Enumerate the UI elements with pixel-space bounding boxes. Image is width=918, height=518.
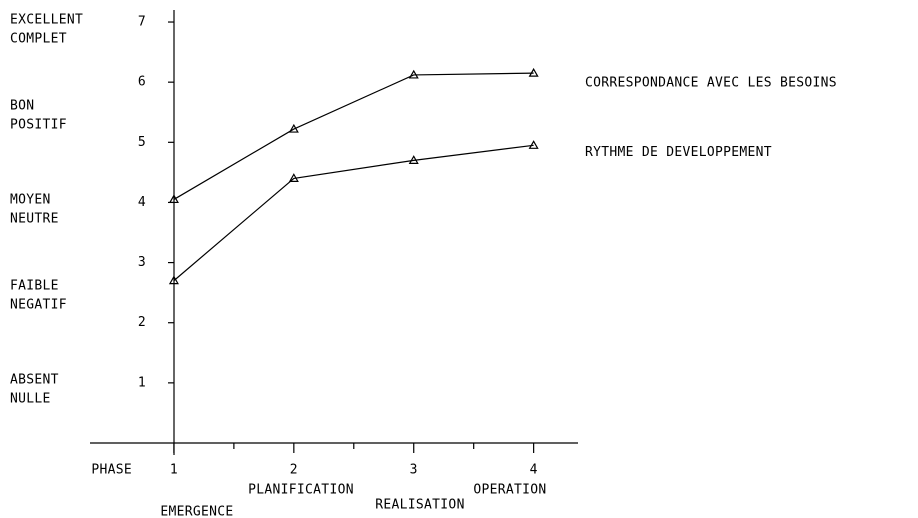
level-label: POSITIF <box>10 118 67 133</box>
marker <box>528 67 539 77</box>
level-label: NEGATIF <box>10 298 67 313</box>
level-label: NEUTRE <box>10 212 59 227</box>
marker <box>528 140 539 149</box>
x-tick-label: 4 <box>530 463 538 478</box>
y-tick-label: 6 <box>138 75 146 90</box>
marker <box>288 123 299 133</box>
marker <box>168 275 179 285</box>
y-tick-label: 5 <box>138 135 146 150</box>
x-tick-label: 2 <box>290 463 298 478</box>
x-tick-label: 3 <box>410 463 418 478</box>
series-line <box>173 72 534 200</box>
y-tick-label: 2 <box>138 315 146 330</box>
level-label: MOYEN <box>10 193 51 208</box>
marker <box>408 69 419 79</box>
phase-name: REALISATION <box>375 498 464 513</box>
level-label: BON <box>10 99 34 114</box>
y-tick-label: 3 <box>138 255 146 270</box>
level-label: FAIBLE <box>10 279 59 294</box>
level-label: COMPLET <box>10 32 67 47</box>
marker <box>408 155 419 164</box>
level-label: ABSENT <box>10 373 59 388</box>
series-line <box>173 144 534 282</box>
phase-name: OPERATION <box>473 483 546 498</box>
level-label: EXCELLENT <box>10 13 83 28</box>
series-label: CORRESPONDANCE AVEC LES BESOINS <box>585 76 837 91</box>
phase-name: EMERGENCE <box>160 505 233 518</box>
series-label: RYTHME DE DEVELOPPEMENT <box>585 145 772 160</box>
x-axis-label: PHASE <box>91 463 132 478</box>
x-tick-label: 1 <box>170 463 178 478</box>
y-tick-label: 7 <box>138 15 146 30</box>
marker <box>168 194 179 204</box>
phase-name: PLANIFICATION <box>248 483 354 498</box>
marker <box>288 173 299 182</box>
y-tick-label: 4 <box>138 195 146 210</box>
level-label: NULLE <box>10 392 51 407</box>
y-tick-label: 1 <box>138 375 146 390</box>
